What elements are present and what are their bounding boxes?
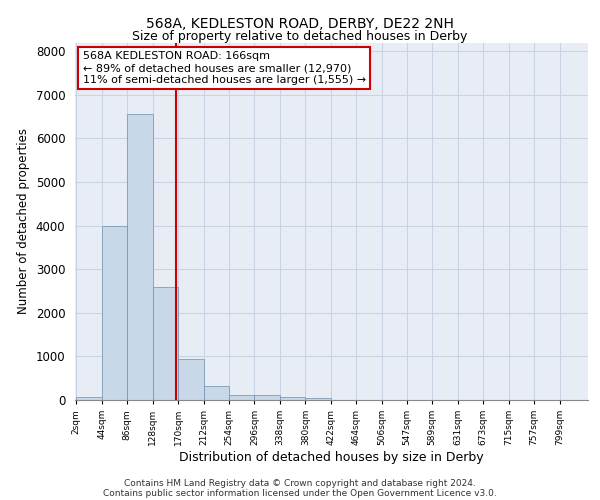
Bar — [229, 395, 254, 400]
Bar — [178, 358, 203, 400]
Text: 568A KEDLESTON ROAD: 166sqm
← 89% of detached houses are smaller (12,970)
11% of: 568A KEDLESTON ROAD: 166sqm ← 89% of det… — [83, 52, 366, 84]
Bar — [254, 395, 280, 400]
Bar — [152, 286, 178, 400]
Y-axis label: Number of detached properties: Number of detached properties — [17, 128, 30, 314]
Bar — [127, 114, 152, 400]
Bar — [76, 396, 101, 400]
Bar — [203, 386, 229, 400]
Text: Contains HM Land Registry data © Crown copyright and database right 2024.: Contains HM Land Registry data © Crown c… — [124, 478, 476, 488]
Bar — [101, 226, 127, 400]
Bar — [280, 396, 305, 400]
X-axis label: Distribution of detached houses by size in Derby: Distribution of detached houses by size … — [179, 451, 484, 464]
Text: Contains public sector information licensed under the Open Government Licence v3: Contains public sector information licen… — [103, 488, 497, 498]
Text: 568A, KEDLESTON ROAD, DERBY, DE22 2NH: 568A, KEDLESTON ROAD, DERBY, DE22 2NH — [146, 18, 454, 32]
Bar — [305, 398, 331, 400]
Text: Size of property relative to detached houses in Derby: Size of property relative to detached ho… — [133, 30, 467, 43]
